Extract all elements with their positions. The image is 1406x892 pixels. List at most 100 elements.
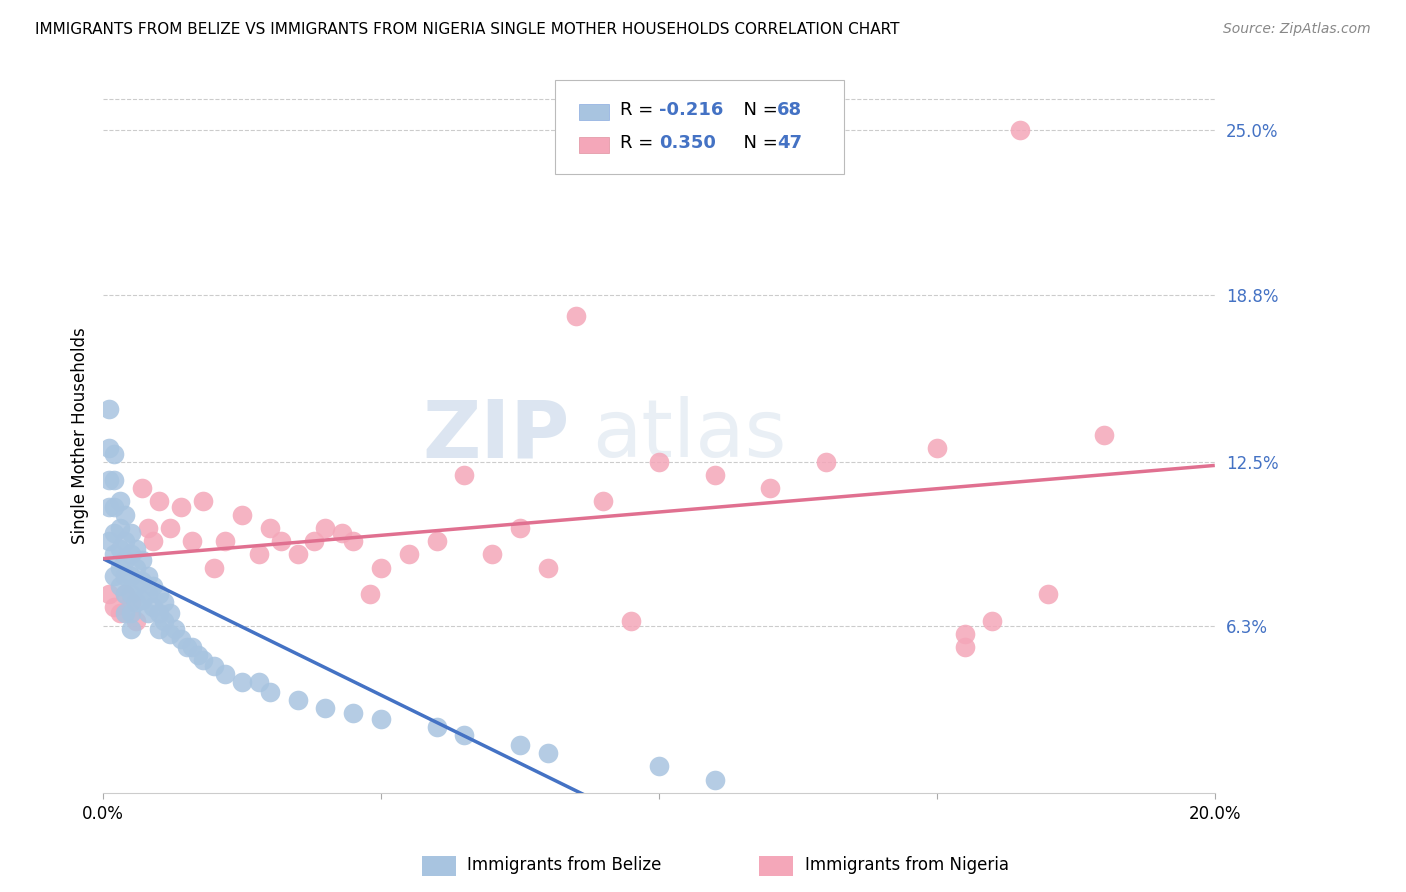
Point bbox=[97, 500, 120, 514]
Point bbox=[359, 587, 381, 601]
Point bbox=[103, 526, 125, 541]
Text: atlas: atlas bbox=[592, 396, 786, 475]
Point bbox=[148, 587, 170, 601]
Point bbox=[592, 494, 614, 508]
Point bbox=[108, 606, 131, 620]
Point bbox=[114, 508, 136, 522]
Point bbox=[398, 548, 420, 562]
Text: IMMIGRANTS FROM BELIZE VS IMMIGRANTS FROM NIGERIA SINGLE MOTHER HOUSEHOLDS CORRE: IMMIGRANTS FROM BELIZE VS IMMIGRANTS FRO… bbox=[35, 22, 900, 37]
Text: 47: 47 bbox=[778, 134, 803, 152]
Point bbox=[97, 587, 120, 601]
Point bbox=[342, 534, 364, 549]
Point bbox=[153, 595, 176, 609]
Point bbox=[304, 534, 326, 549]
Text: -0.216: -0.216 bbox=[659, 101, 724, 119]
Point bbox=[159, 521, 181, 535]
Point bbox=[202, 560, 225, 574]
Point bbox=[108, 494, 131, 508]
Point bbox=[1092, 428, 1115, 442]
Point bbox=[136, 568, 159, 582]
Point bbox=[564, 309, 586, 323]
Point bbox=[136, 521, 159, 535]
Text: 0.350: 0.350 bbox=[659, 134, 716, 152]
Point bbox=[97, 401, 120, 416]
Point bbox=[103, 473, 125, 487]
Point bbox=[181, 534, 204, 549]
Point bbox=[131, 481, 153, 495]
Point bbox=[125, 579, 148, 593]
Text: N =: N = bbox=[733, 134, 783, 152]
Point bbox=[103, 568, 125, 582]
Point bbox=[703, 772, 725, 787]
Text: Immigrants from Belize: Immigrants from Belize bbox=[467, 856, 661, 874]
Point bbox=[142, 579, 165, 593]
Point bbox=[259, 685, 281, 699]
Point bbox=[142, 534, 165, 549]
Point bbox=[159, 627, 181, 641]
Point bbox=[287, 548, 309, 562]
Point bbox=[159, 606, 181, 620]
Text: N =: N = bbox=[733, 101, 783, 119]
Text: R =: R = bbox=[620, 134, 659, 152]
Point bbox=[131, 553, 153, 567]
Text: 68: 68 bbox=[778, 101, 803, 119]
Point bbox=[193, 494, 215, 508]
Point bbox=[103, 500, 125, 514]
Point bbox=[648, 759, 671, 773]
Point bbox=[537, 746, 560, 760]
Point bbox=[108, 521, 131, 535]
Point bbox=[142, 600, 165, 615]
Point bbox=[202, 658, 225, 673]
Point bbox=[125, 560, 148, 574]
Point bbox=[120, 587, 142, 601]
Point bbox=[108, 579, 131, 593]
Point bbox=[170, 500, 193, 514]
Point bbox=[148, 622, 170, 636]
Point bbox=[314, 701, 336, 715]
Point bbox=[103, 447, 125, 461]
Point bbox=[187, 648, 209, 662]
Point bbox=[953, 627, 976, 641]
Point bbox=[214, 534, 236, 549]
Point bbox=[97, 534, 120, 549]
Text: ZIP: ZIP bbox=[423, 396, 569, 475]
Text: Source: ZipAtlas.com: Source: ZipAtlas.com bbox=[1223, 22, 1371, 37]
Point bbox=[114, 587, 136, 601]
Point bbox=[981, 614, 1004, 628]
Point bbox=[181, 640, 204, 655]
Point bbox=[148, 494, 170, 508]
Point bbox=[120, 526, 142, 541]
Point bbox=[114, 553, 136, 567]
Point bbox=[125, 595, 148, 609]
Point bbox=[120, 595, 142, 609]
Y-axis label: Single Mother Households: Single Mother Households bbox=[72, 326, 89, 543]
Point bbox=[120, 568, 142, 582]
Point bbox=[165, 622, 187, 636]
Point bbox=[247, 674, 270, 689]
Point bbox=[125, 614, 148, 628]
Point bbox=[114, 587, 136, 601]
Point bbox=[214, 666, 236, 681]
Point bbox=[537, 560, 560, 574]
Point bbox=[925, 442, 948, 456]
Point bbox=[287, 693, 309, 707]
Point bbox=[114, 606, 136, 620]
Point bbox=[247, 548, 270, 562]
Point bbox=[231, 508, 253, 522]
Point bbox=[759, 481, 782, 495]
Point bbox=[270, 534, 292, 549]
Point bbox=[120, 606, 142, 620]
Point bbox=[97, 442, 120, 456]
Point bbox=[131, 574, 153, 588]
Point bbox=[114, 534, 136, 549]
Point bbox=[342, 706, 364, 721]
Point bbox=[108, 560, 131, 574]
Point bbox=[120, 622, 142, 636]
Point bbox=[114, 568, 136, 582]
Point bbox=[120, 548, 142, 562]
Point bbox=[97, 473, 120, 487]
Point bbox=[330, 526, 353, 541]
Point bbox=[1036, 587, 1059, 601]
Point bbox=[176, 640, 198, 655]
Point bbox=[231, 674, 253, 689]
